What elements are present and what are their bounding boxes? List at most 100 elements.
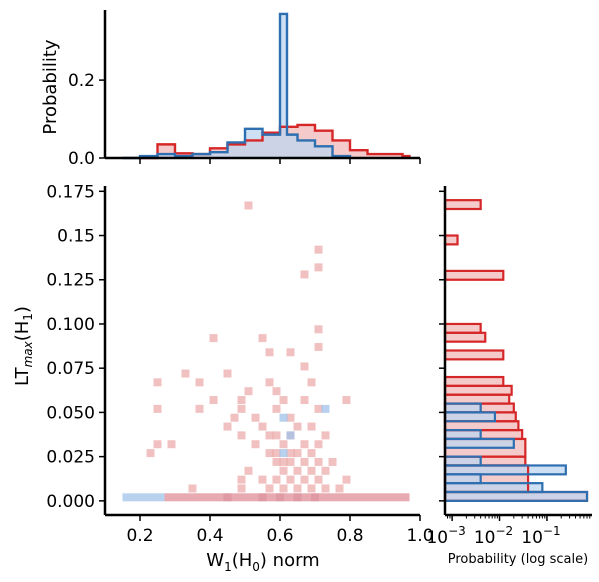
heatmap-bottom-blue [122,493,165,502]
heatmap-cell-red [223,369,232,378]
heatmap-cell-red [265,484,274,493]
top-ylabel: Probability [40,39,61,134]
right-hist-fill-1 [445,412,495,422]
top-ytick-label: 0.0 [68,149,95,169]
heatmap-cell-red [286,457,295,466]
heatmap-cell-red [237,484,246,493]
heatmap-cell-red [300,457,309,466]
main-xtick-label: 0.6 [266,526,293,546]
main-xlabel: W1(H0) norm [206,550,319,574]
main-xtick-label: 0.2 [126,526,153,546]
heatmap-cell-red [209,396,218,405]
right-hist-fill-0 [445,421,519,431]
heatmap-cell-red [300,270,309,279]
heatmap-cell-red [237,396,246,405]
heatmap-cell-red [300,440,309,449]
heatmap-cell-red [286,413,295,422]
right-hist-fill-1 [445,438,514,448]
right-xtick-label: 10−2 [474,524,513,548]
heatmap-cell-red [244,201,253,210]
heatmap-cell-red [146,449,155,458]
right-xlabel: Probability (log scale) [448,552,588,567]
right-hist-fill-0 [445,350,504,360]
heatmap-cell-red [300,396,309,405]
right-hist-fill-1 [445,403,481,413]
heatmap-cell-red [314,342,323,351]
heatmap-cell-dense [311,493,319,502]
heatmap-cell-blue [286,431,295,440]
right-hist-fill-1 [445,456,481,466]
heatmap-cell-red [279,484,288,493]
joint-heatmap: 0.2 0.4 0.6 0.8 1.0 0.000 0.025 0.050 0.075 0.100… [46,182,433,546]
right-hist-fill-0 [445,456,526,466]
heatmap-cell-dense [258,493,267,502]
heatmap-cell-red [244,466,253,475]
heatmap-cell-red [293,484,302,493]
main-ytick-label: 0.125 [46,271,95,291]
heatmap-cell-red [314,263,323,272]
main-xtick-label: 0.8 [336,526,363,546]
main-ytick-label: 0.050 [46,403,95,423]
heatmap-cell-red [153,440,162,449]
heatmap-cell-red [188,484,197,493]
right-hist-fill-1 [445,483,543,493]
heatmap-cell-red [153,404,162,413]
heatmap-cell-red [314,404,323,413]
right-hist-fill-0 [445,430,523,439]
heatmap-cell-red [335,484,344,493]
heatmap-cell-red [328,457,337,466]
main-ytick-label: 0.175 [46,182,95,202]
right-xtick-label: 10−3 [426,524,465,548]
right-hist-fill-0 [445,385,512,395]
heatmap-cell-red [272,457,281,466]
heatmap-cell-red [265,449,274,458]
heatmap-cell-red [237,475,246,484]
main-ytick-label: 0.025 [46,448,95,468]
heatmap-cell-red [258,334,267,343]
heatmap-cell-red [244,387,253,396]
heatmap-bottom-red [164,493,410,502]
heatmap-cell-red [265,378,274,387]
heatmap-cell-red [272,449,281,458]
right-hist-fill-0 [445,270,504,280]
heatmap-cell-red [258,422,267,431]
heatmap-cell-red [307,449,316,458]
main-ytick-label: 0.15 [57,227,95,247]
heatmap-cell-red [300,362,309,371]
heatmap-cell-red [314,325,323,334]
right-hist-fill-1 [445,430,481,439]
heatmap-cell-red [279,440,288,449]
heatmap-cell-red [258,475,267,484]
heatmap-cell-red [265,431,274,440]
right-xtick-label: 10−1 [521,524,560,548]
right-hist-fill-0 [445,323,481,333]
heatmap-cell-dense [293,493,302,502]
heatmap-cell-red [307,466,316,475]
heatmap-cell-red [237,431,246,440]
heatmap-cell-red [307,422,316,431]
heatmap-cell-red [293,449,302,458]
heatmap-cell-red [314,475,323,484]
main-xtick-label: 0.4 [196,526,223,546]
heatmap-cell-dense [223,493,232,502]
right-hist-fill-0 [445,235,458,245]
heatmap-cell-red [167,440,176,449]
heatmap-cell-red [307,484,316,493]
main-ytick-label: 0.000 [46,492,95,512]
right-hist-fill-1 [445,465,566,475]
heatmap-cell-red [286,475,295,484]
main-ylabel: LTmax(H1) [12,306,35,386]
heatmap-cell-red [293,466,302,475]
main-ytick-label: 0.100 [46,315,95,335]
heatmap-cell-dense [276,493,284,502]
heatmap-cell-blue [279,413,288,422]
heatmap-cell-blue [279,449,288,458]
heatmap-cell-red [286,348,295,357]
right-marginal-histogram: 10−3 10−2 10−1 [426,186,592,548]
heatmap-cell-red [265,348,274,357]
heatmap-cell-red [251,413,260,422]
heatmap-cell-red [314,457,323,466]
heatmap-cell-blue [321,404,330,413]
heatmap-cell-red [321,484,330,493]
